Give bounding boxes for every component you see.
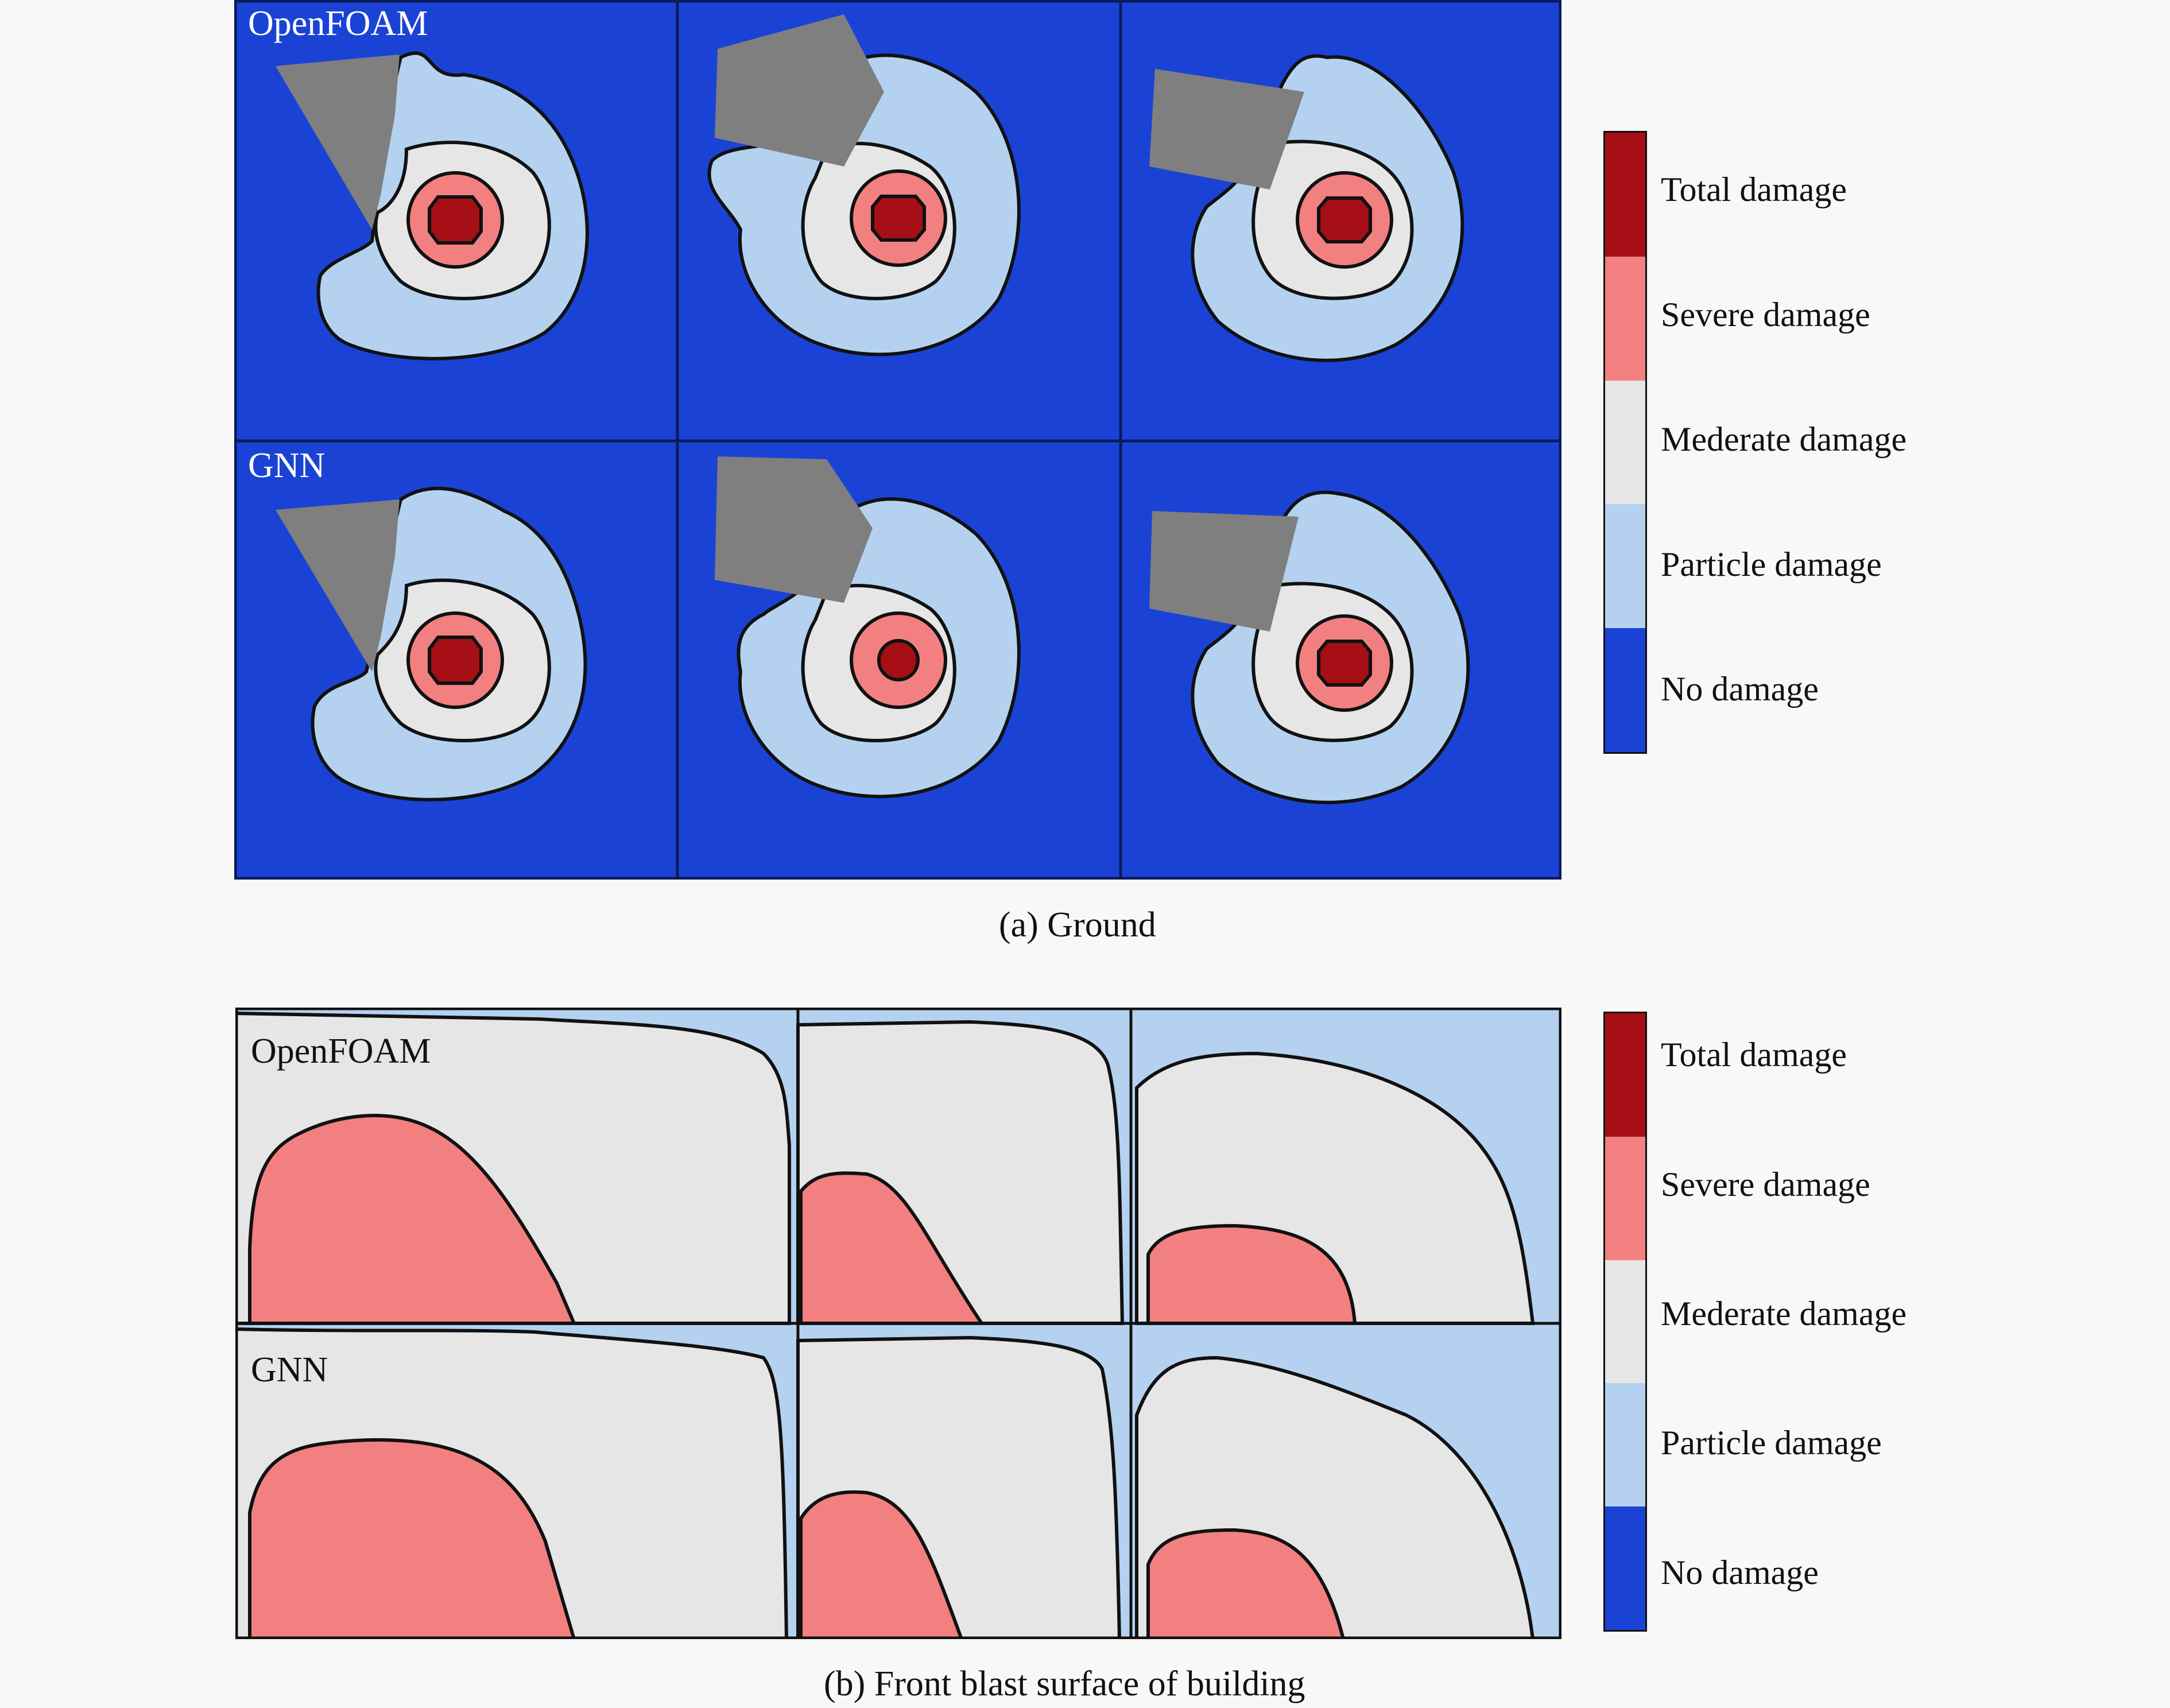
colorbar-b-seg-particle <box>1605 1383 1645 1507</box>
surface-map-gnn-3 <box>1135 1355 1535 1639</box>
ground-map-openfoam-3 <box>1149 54 1464 362</box>
legend-b-moderate: Mederate damage <box>1661 1295 1907 1333</box>
row-label-openfoam-a: OpenFOAM <box>248 4 428 43</box>
legend-a-severe: Severe damage <box>1661 296 1870 334</box>
panel-a-ground-grid <box>234 0 1561 880</box>
row-label-gnn-b: GNN <box>251 1350 328 1389</box>
surface-map-gnn-2 <box>796 1335 1122 1639</box>
colorbar-b-seg-moderate <box>1605 1260 1645 1384</box>
surface-map-openfoam-2 <box>796 1020 1125 1325</box>
legend-a-total: Total damage <box>1661 171 1847 208</box>
legend-b-severe: Severe damage <box>1661 1165 1870 1203</box>
panel-b-front-surface-grid <box>235 1008 1561 1639</box>
row-label-openfoam-b: OpenFOAM <box>251 1032 431 1071</box>
surface-map-openfoam-3 <box>1135 1051 1535 1325</box>
colorbar-b <box>1603 1012 1647 1632</box>
colorbar-b-seg-none <box>1605 1506 1645 1630</box>
legend-a-none: No damage <box>1661 670 1819 708</box>
legend-a-moderate: Mederate damage <box>1661 420 1907 458</box>
colorbar-b-seg-total <box>1605 1013 1645 1137</box>
ground-map-gnn-2 <box>715 456 1021 799</box>
legend-b-particle: Particle damage <box>1661 1424 1882 1462</box>
colorbar-seg-none <box>1605 628 1645 752</box>
ground-map-gnn-1 <box>276 486 587 801</box>
surface-map-gnn-1 <box>235 1327 789 1639</box>
legend-b-total: Total damage <box>1661 1036 1847 1074</box>
ground-map-openfoam-2 <box>707 14 1021 357</box>
colorbar-a <box>1603 131 1647 754</box>
row-label-gnn-a: GNN <box>248 446 326 485</box>
colorbar-seg-moderate <box>1605 380 1645 505</box>
caption-a: (a) Ground <box>999 905 1156 944</box>
colorbar-seg-total <box>1605 133 1645 257</box>
legend-a-particle: Particle damage <box>1661 545 1882 583</box>
surface-map-openfoam-1 <box>235 1011 791 1325</box>
ground-map-gnn-3 <box>1149 490 1470 804</box>
ground-map-openfoam-1 <box>276 51 589 361</box>
legend-b-none: No damage <box>1661 1554 1819 1591</box>
colorbar-seg-severe <box>1605 256 1645 381</box>
colorbar-seg-particle <box>1605 504 1645 629</box>
colorbar-b-seg-severe <box>1605 1136 1645 1260</box>
caption-b: (b) Front blast surface of building <box>824 1664 1305 1703</box>
